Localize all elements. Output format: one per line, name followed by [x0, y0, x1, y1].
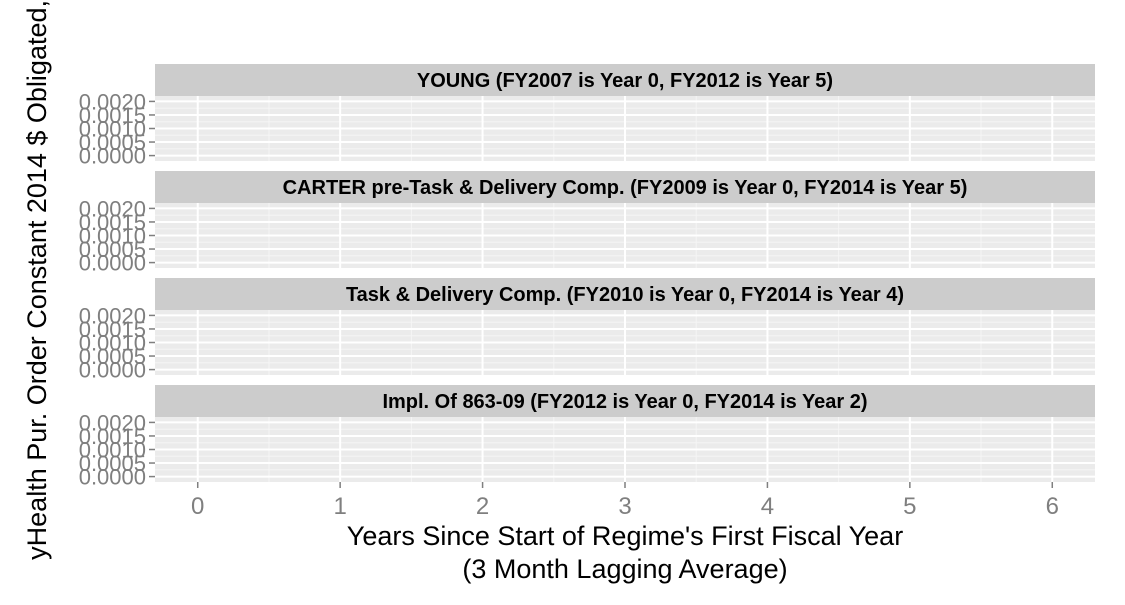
y-tick-label: 0.0010 — [79, 438, 146, 463]
y-tick-label: 0.0010 — [79, 224, 146, 249]
y-tick-label: 0.0010 — [79, 331, 146, 356]
x-tick-label: 3 — [618, 493, 631, 520]
y-tick-label: 0.0005 — [79, 130, 146, 155]
facet-strip — [155, 171, 1095, 203]
y-tick-label: 0.0005 — [79, 237, 146, 262]
y-tick-label: 0.0005 — [79, 451, 146, 476]
y-tick-label: 0.0000 — [79, 251, 146, 276]
x-tick-label: 2 — [476, 493, 489, 520]
y-tick-label: 0.0020 — [79, 89, 146, 114]
y-tick-label: 0.0020 — [79, 410, 146, 435]
y-tick-label: 0.0015 — [79, 317, 146, 342]
x-tick-label: 0 — [191, 493, 204, 520]
y-tick-label: 0.0005 — [79, 344, 146, 369]
y-tick-label: 0.0015 — [79, 103, 146, 128]
x-tick-label: 1 — [333, 493, 346, 520]
x-tick-label: 4 — [761, 493, 774, 520]
facet-strip — [155, 385, 1095, 417]
y-tick-label: 0.0020 — [79, 196, 146, 221]
x-tick-label: 6 — [1046, 493, 1059, 520]
facet-strip — [155, 278, 1095, 310]
y-tick-label: 0.0020 — [79, 303, 146, 328]
y-tick-label: 0.0000 — [79, 358, 146, 383]
y-tick-label: 0.0010 — [79, 117, 146, 142]
facet-strip — [155, 64, 1095, 96]
x-axis-title-line2: (3 Month Lagging Average) — [462, 554, 787, 584]
x-tick-label: 5 — [903, 493, 916, 520]
y-tick-label: 0.0015 — [79, 210, 146, 235]
y-tick-label: 0.0000 — [79, 144, 146, 169]
y-tick-label: 0.0000 — [79, 465, 146, 490]
y-axis-title: yHealth Pur. Order Constant 2014 $ Oblig… — [22, 0, 52, 560]
y-tick-label: 0.0015 — [79, 424, 146, 449]
facet-strip-label: Task & Delivery Comp. (FY2010 is Year 0,… — [346, 284, 904, 306]
facet-strip-label: YOUNG (FY2007 is Year 0, FY2012 is Year … — [417, 70, 833, 92]
facet-strip-label: CARTER pre-Task & Delivery Comp. (FY2009… — [283, 177, 968, 199]
x-axis-title-line1: Years Since Start of Regime's First Fisc… — [347, 521, 903, 551]
facet-strip-label: Impl. Of 863-09 (FY2012 is Year 0, FY201… — [382, 391, 867, 413]
